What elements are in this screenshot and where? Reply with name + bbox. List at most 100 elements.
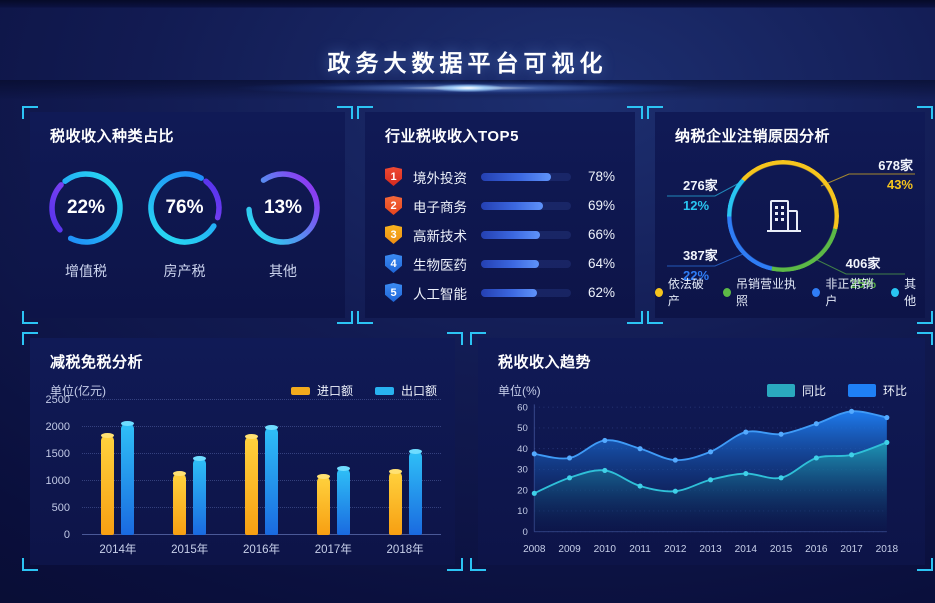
top5-item: 1 境外投资 78% (385, 162, 615, 191)
bottom-row: 减税免税分析 单位(亿元) 进口额 出口额 0 500 1000 1500 2000 25… (22, 332, 933, 571)
legend-swatch (766, 384, 795, 397)
bar-track (481, 201, 571, 210)
corner-bracket (470, 332, 486, 345)
building-icon (767, 200, 801, 232)
corner-bracket (470, 558, 486, 571)
legend-item-export[interactable]: 出口额 (374, 382, 437, 399)
legend-label: 环比 (882, 384, 907, 398)
legend-item-import[interactable]: 进口额 (290, 382, 353, 399)
percent-label: 62% (587, 285, 615, 300)
corner-bracket (22, 558, 38, 571)
gridline (82, 453, 441, 454)
legend-label: 出口额 (400, 384, 437, 398)
ring-arc (246, 171, 320, 245)
bar-fill (481, 172, 552, 181)
page-title: 政务大数据平台可视化 (327, 50, 608, 76)
legend-label: 非正常销户 (825, 277, 874, 308)
callout-count: 387家 (683, 248, 718, 263)
ring-value: 13% (263, 197, 303, 218)
svg-text:2016: 2016 (805, 544, 828, 555)
corner-bracket (447, 332, 463, 345)
callout-percent: 43% (886, 177, 913, 192)
bar-export (408, 448, 422, 535)
legend-item[interactable]: 依法破产 (655, 275, 710, 309)
bar-fill (481, 230, 541, 239)
ring-value: 76% (165, 197, 204, 218)
industry-label: 人工智能 (413, 286, 467, 302)
callout-percent: 22% (683, 268, 710, 283)
panel-deregistration: 纳税企业注销原因分析 678家 43% 406家 25% 387家 (647, 106, 933, 324)
legend-swatch (847, 384, 876, 397)
corner-bracket (917, 332, 933, 345)
x-axis-tick: 2018年 (386, 544, 424, 556)
percent-label: 64% (587, 256, 615, 271)
legend-item[interactable]: 吊销营业执照 (723, 275, 799, 309)
legend-item[interactable]: 非正常销户 (812, 275, 878, 309)
donut-ring (727, 160, 839, 272)
gridline (82, 426, 441, 427)
x-axis-tick: 2015年 (171, 544, 209, 556)
corner-bracket (357, 311, 373, 324)
y-axis-tick: 0 (63, 529, 70, 541)
panel-tax-trend: 税收收入趋势 单位(%) 同比 环比 0 10 20 30 40 50 60 2008 2009… (470, 332, 933, 571)
y-axis-unit: 单位(%) (498, 384, 541, 398)
corner-bracket (917, 558, 933, 571)
legend-item-mom[interactable]: 环比 (847, 382, 907, 399)
bar-group (388, 400, 422, 535)
bars-xlabels: 2014年 2015年 2016年 2017年 2018年 (82, 541, 441, 557)
ring-label: 房产税 (163, 263, 206, 279)
svg-text:10: 10 (517, 506, 528, 517)
bar-import (388, 469, 402, 535)
bar-export (121, 420, 135, 535)
y-axis-tick: 2500 (45, 394, 70, 406)
bar-import (101, 433, 115, 535)
bars-groups (82, 400, 441, 535)
ring-item: 13% 其他 (237, 168, 329, 281)
y-axis-tick: 1500 (45, 448, 70, 460)
ring-value: 22% (66, 197, 106, 218)
top5-item: 4 生物医药 64% (385, 249, 615, 278)
bar-group (101, 400, 135, 535)
x-axis-tick: 2014年 (99, 544, 137, 556)
donut-legend: 依法破产 吊销营业执照 非正常销户 其他 (655, 275, 925, 309)
svg-text:2008: 2008 (523, 544, 546, 555)
corner-bracket (627, 106, 643, 119)
panel-title: 税收收入趋势 (498, 354, 592, 371)
corner-bracket (337, 106, 353, 119)
panel-title: 税收收入种类占比 (50, 128, 175, 145)
trend-chart: 0 10 20 30 40 50 60 2008 2009 2010 2011 2012 2013 201… (482, 398, 919, 561)
bar-fill (481, 201, 544, 210)
bar-fill (481, 288, 537, 297)
corner-bracket (357, 106, 373, 119)
top5-item: 5 人工智能 62% (385, 278, 615, 307)
callout-count: 276家 (683, 178, 718, 193)
chart-head: 单位(亿元) 进口额 出口额 (30, 372, 455, 399)
bar-group (316, 400, 350, 535)
header-glow-core (432, 84, 503, 92)
bar-export (336, 465, 350, 535)
ring-chart: 76% (145, 168, 225, 248)
legend-label: 吊销营业执照 (736, 277, 797, 308)
corner-bracket (647, 311, 663, 324)
svg-text:2015: 2015 (770, 544, 793, 555)
legend-item-yoy[interactable]: 同比 (766, 382, 826, 399)
bar-import (244, 434, 258, 535)
bar-fill (481, 259, 539, 268)
top5-list: 1 境外投资 78% 2 电子商务 69% 3 高新技术 66% 4 生物医药 64% 5 人工智能 62% (365, 158, 635, 307)
y-axis-tick: 1000 (45, 475, 70, 487)
callout-count: 678家 (878, 158, 913, 173)
bar-chart: 0 500 1000 1500 2000 2500 2014年 2015年 2016年 2017… (30, 394, 455, 557)
corner-bracket (22, 311, 38, 324)
panel-title: 减税免税分析 (50, 354, 144, 371)
y-axis-unit: 单位(亿元) (50, 384, 106, 398)
legend-item[interactable]: 其他 (891, 275, 925, 309)
donut-chart: 678家 43% 406家 25% 387家 22% 276家 12% (663, 152, 917, 304)
industry-label: 高新技术 (413, 228, 467, 244)
chart-head: 单位(%) 同比 环比 (478, 372, 925, 399)
callout-line (667, 181, 742, 197)
corner-bracket (447, 558, 463, 571)
percent-label: 78% (587, 169, 615, 184)
legend-dot (655, 287, 663, 297)
ring-arc (49, 171, 123, 245)
svg-text:2010: 2010 (594, 544, 617, 555)
